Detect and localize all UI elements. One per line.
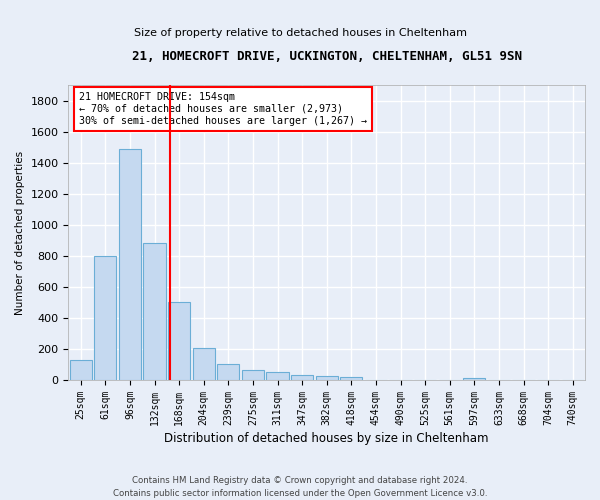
Bar bbox=[193, 348, 215, 380]
Bar bbox=[119, 148, 141, 380]
Bar bbox=[94, 256, 116, 380]
Text: Contains HM Land Registry data © Crown copyright and database right 2024.
Contai: Contains HM Land Registry data © Crown c… bbox=[113, 476, 487, 498]
Bar bbox=[143, 244, 166, 380]
Bar bbox=[340, 376, 362, 380]
Text: Size of property relative to detached houses in Cheltenham: Size of property relative to detached ho… bbox=[133, 28, 467, 38]
X-axis label: Distribution of detached houses by size in Cheltenham: Distribution of detached houses by size … bbox=[164, 432, 489, 445]
Bar bbox=[291, 374, 313, 380]
Bar bbox=[242, 370, 264, 380]
Bar bbox=[217, 364, 239, 380]
Text: 21 HOMECROFT DRIVE: 154sqm
← 70% of detached houses are smaller (2,973)
30% of s: 21 HOMECROFT DRIVE: 154sqm ← 70% of deta… bbox=[79, 92, 367, 126]
Y-axis label: Number of detached properties: Number of detached properties bbox=[15, 150, 25, 314]
Bar bbox=[266, 372, 289, 380]
Bar bbox=[168, 302, 190, 380]
Bar bbox=[70, 360, 92, 380]
Bar bbox=[316, 376, 338, 380]
Bar bbox=[463, 378, 485, 380]
Title: 21, HOMECROFT DRIVE, UCKINGTON, CHELTENHAM, GL51 9SN: 21, HOMECROFT DRIVE, UCKINGTON, CHELTENH… bbox=[132, 50, 522, 63]
